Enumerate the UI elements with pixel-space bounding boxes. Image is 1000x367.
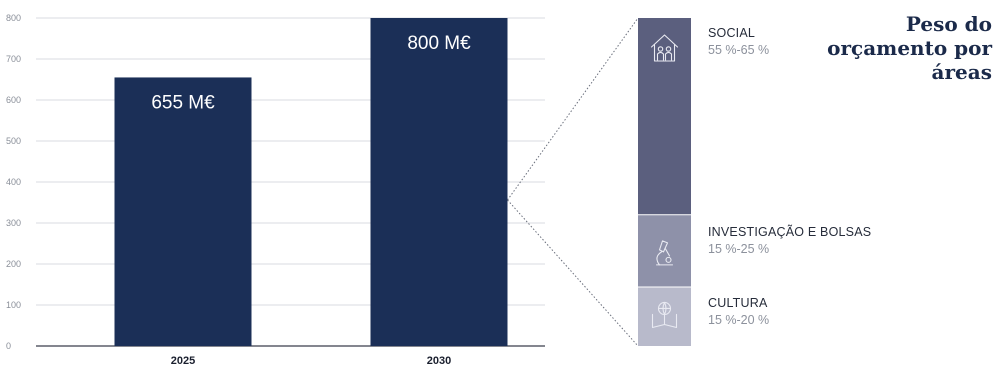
area-social-name: SOCIAL xyxy=(708,26,756,40)
area-investigacao-range: 15 %-25 % xyxy=(708,242,770,256)
microscope-outline xyxy=(655,240,674,266)
open-book-outline xyxy=(651,312,678,329)
bar-value-label: 655 M€ xyxy=(151,92,215,113)
globe-lines xyxy=(657,301,672,316)
area-cultura: CULTURA 15 %-20 % xyxy=(708,295,769,329)
microscope-icon xyxy=(655,240,674,266)
y-tick-label: 700 xyxy=(6,54,21,64)
x-category-label: 2030 xyxy=(427,355,451,367)
connector-top xyxy=(507,17,639,201)
family-house-icon xyxy=(650,34,679,62)
area-social: SOCIAL 55 %-65 % xyxy=(708,25,769,59)
connector-bottom xyxy=(507,199,639,347)
y-tick-label: 100 xyxy=(6,300,21,310)
panel-title-line-3: áreas xyxy=(931,60,992,84)
area-cultura-range: 15 %-20 % xyxy=(708,313,770,327)
area-investigacao: INVESTIGAÇÃO E BOLSAS 15 %-25 % xyxy=(708,224,871,258)
y-tick-label: 600 xyxy=(6,95,21,105)
panel-title: Peso do orçamento por áreas xyxy=(827,12,992,84)
microscope-stage xyxy=(665,256,672,263)
y-tick-label: 0 xyxy=(6,341,11,351)
panel-title-line-1: Peso do xyxy=(905,12,992,36)
y-tick-label: 800 xyxy=(6,13,21,23)
y-tick-label: 300 xyxy=(6,218,21,228)
y-tick-label: 200 xyxy=(6,259,21,269)
x-category-label: 2025 xyxy=(171,355,195,367)
person-head xyxy=(665,46,672,52)
area-social-range: 55 %-65 % xyxy=(708,43,770,57)
book-globe-icon xyxy=(651,301,678,329)
people-bodies xyxy=(656,51,673,61)
panel-title-line-2: orçamento por xyxy=(827,36,992,60)
bar-2030 xyxy=(370,18,508,346)
y-tick-label: 400 xyxy=(6,177,21,187)
bar-value-label: 800 M€ xyxy=(407,33,471,54)
person-head xyxy=(657,46,664,52)
share-segment-1 xyxy=(638,18,691,215)
area-cultura-name: CULTURA xyxy=(708,296,768,310)
house-outline xyxy=(650,34,679,62)
bar-2025 xyxy=(114,77,252,346)
y-tick-label: 500 xyxy=(6,136,21,146)
area-investigacao-name: INVESTIGAÇÃO E BOLSAS xyxy=(708,225,872,239)
